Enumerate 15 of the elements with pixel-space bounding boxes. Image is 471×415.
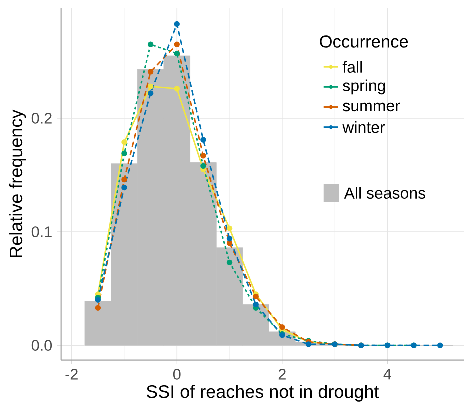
legend-label: summer xyxy=(343,102,400,112)
y-axis-title: Relative frequency xyxy=(9,110,26,258)
legend-label: fall xyxy=(342,61,362,73)
y-tick-label: 0.2 xyxy=(32,113,52,124)
legend-label: All seasons xyxy=(344,187,426,199)
x-tick-label: 4 xyxy=(384,369,392,380)
x-tick-label: 0 xyxy=(173,369,181,380)
x-axis-title: SSI of reaches not in drought xyxy=(146,385,380,402)
legend-label: spring xyxy=(343,80,386,95)
legend-label: winter xyxy=(342,121,386,134)
x-tick-label: 2 xyxy=(278,369,286,380)
legend-title: Occurrence xyxy=(320,36,408,48)
y-tick-label: 0.1 xyxy=(32,226,52,238)
x-tick-label: -2 xyxy=(66,369,78,380)
y-tick-label: 0.0 xyxy=(32,340,52,351)
